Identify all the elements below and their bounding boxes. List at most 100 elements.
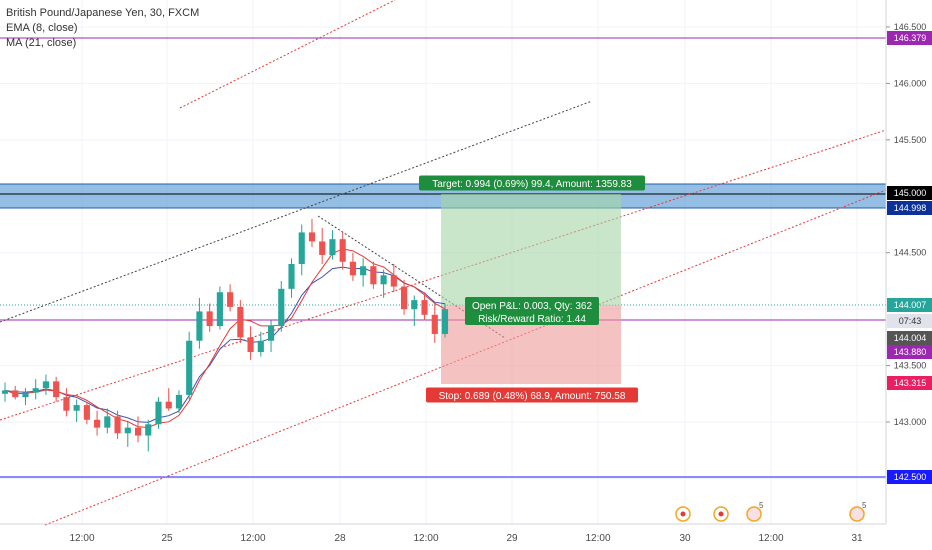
candlesticks [1, 218, 449, 452]
time-tick-label: 12:00 [758, 533, 783, 544]
open-pnl-label: Open P&L: 0.003, Qty: 362 [472, 301, 593, 312]
time-tick-label: 12:00 [69, 533, 94, 544]
event-dot-center [680, 511, 686, 517]
candle-body [175, 394, 183, 409]
candle-body [360, 266, 367, 276]
black-trend-line [0, 100, 593, 323]
price-tag [887, 331, 932, 345]
price-axis-bg [886, 0, 932, 550]
price-tag-label: 144.998 [894, 203, 927, 213]
candle-body [401, 286, 408, 310]
time-tick-label: 25 [161, 533, 173, 544]
event-count: 5 [759, 501, 764, 510]
candle-body [94, 419, 101, 428]
time-tick-label: 12:00 [413, 533, 438, 544]
price-tick-label: 146.000 [894, 78, 927, 88]
price-tag-label: 143.880 [894, 347, 927, 357]
descending-trend-line [317, 215, 506, 339]
price-tag [887, 470, 932, 484]
price-tick-label: 144.500 [894, 248, 927, 258]
price-tag-label: 07:43 [899, 316, 922, 326]
candle-body [298, 232, 305, 264]
price-tag [887, 201, 932, 215]
mid-channel-line [0, 129, 887, 421]
candle-body [206, 311, 213, 327]
candle-body [339, 239, 346, 262]
long-position-tool[interactable] [441, 194, 621, 384]
event-flag-icon [849, 506, 865, 522]
price-tick-label: 146.500 [894, 22, 927, 32]
candle-body [22, 392, 29, 398]
candle-body [12, 390, 19, 398]
candle-body [257, 340, 264, 353]
candle-body [124, 427, 131, 434]
candle-body [155, 401, 162, 425]
ma-line [4, 248, 446, 428]
candle-body [63, 397, 70, 411]
profit-zone [441, 194, 621, 305]
time-tick-label: 28 [334, 533, 346, 544]
candle-body [42, 381, 49, 389]
stop-label-box [426, 387, 638, 403]
price-tag [887, 345, 932, 359]
symbol-title: British Pound/Japanese Yen, 30, FXCM [6, 7, 200, 19]
candle-body [186, 340, 193, 395]
time-tick-label: 29 [506, 533, 518, 544]
candle-body [1, 390, 9, 394]
candle-body [390, 275, 397, 287]
position-labels: Target: 0.994 (0.69%) 99.4, Amount: 1359… [419, 175, 645, 403]
ma-legend: MA (21, close) [6, 37, 77, 49]
candle-body [278, 288, 285, 327]
event-count: 5 [862, 501, 867, 510]
price-tag-label: 142.500 [894, 472, 927, 482]
price-tick-label: 145.500 [894, 135, 927, 145]
candle-body [83, 405, 90, 420]
candle-body [267, 326, 275, 341]
price-tag-label: 146.379 [894, 33, 927, 43]
target-label: Target: 0.994 (0.69%) 99.4, Amount: 1359… [432, 179, 632, 190]
candle-body [114, 416, 121, 434]
candle-body [380, 275, 387, 285]
candle-body [329, 239, 336, 255]
risk-reward-label: Risk/Reward Ratio: 1.44 [478, 314, 586, 325]
candle-body [134, 427, 142, 436]
candle-body [411, 300, 418, 310]
upper-channel-line [179, 0, 396, 109]
candle-body [53, 381, 60, 398]
event-dot-center [718, 511, 724, 517]
chart-legend: British Pound/Japanese Yen, 30, FXCM EMA… [6, 6, 199, 51]
candle-body [196, 311, 203, 341]
event-flag-icon [746, 506, 762, 522]
price-tag-label: 144.007 [894, 300, 927, 310]
candle-body [32, 388, 39, 393]
candle-body [288, 264, 295, 289]
ema-legend: EMA (8, close) [6, 22, 78, 34]
candle-body [319, 241, 326, 255]
candle-body [104, 416, 111, 428]
candle-body [370, 266, 377, 285]
pnl-label-box [465, 297, 599, 325]
price-tag [887, 298, 932, 312]
candle-body [308, 232, 316, 242]
time-tick-label: 31 [851, 533, 863, 544]
candle-body [421, 300, 428, 315]
price-axis[interactable]: 146.500 146.000 145.500 144.500 143.500 143.0… [885, 0, 932, 550]
time-tick-label: 12:00 [240, 533, 265, 544]
candle-body [227, 292, 234, 307]
time-tick-label: 12:00 [585, 533, 610, 544]
candle-body [165, 401, 172, 409]
moving-average-lines [4, 248, 446, 428]
price-tick-label: 143.000 [894, 417, 927, 427]
price-tag [887, 186, 932, 200]
target-label-box [419, 175, 645, 191]
stop-label: Stop: 0.689 (0.48%) 68.9, Amount: 750.58 [439, 391, 626, 402]
price-tag [887, 31, 932, 45]
candle-body [216, 292, 223, 327]
price-tag [887, 314, 932, 328]
time-axis[interactable]: 12:00 25 12:00 28 12:00 29 12:00 30 12:00 31 [0, 523, 886, 544]
candle-body [431, 314, 438, 334]
time-tick-label: 30 [679, 533, 691, 544]
candle-body [247, 337, 254, 353]
